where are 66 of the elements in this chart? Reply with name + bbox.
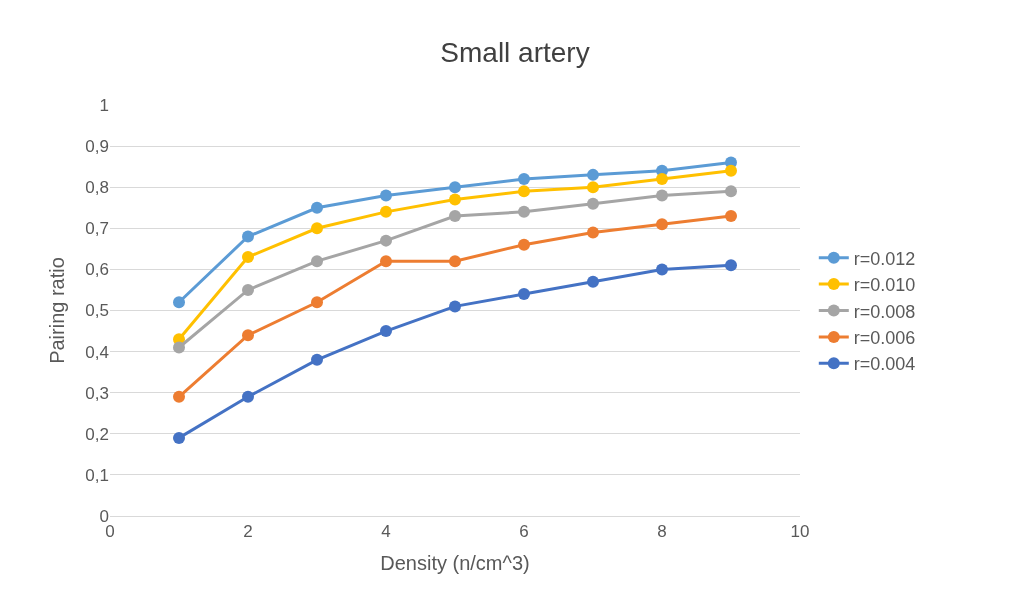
point (173, 390, 185, 403)
point (656, 172, 668, 185)
point (449, 300, 461, 313)
point (242, 329, 254, 342)
point (518, 172, 530, 185)
point (725, 164, 737, 177)
x-tick-label: 8 (657, 522, 667, 542)
point (518, 185, 530, 198)
legend-label: r=0.004 (853, 354, 916, 375)
point (449, 181, 461, 194)
y-tick-label: 0,4 (85, 342, 109, 362)
y-tick-label: 0,5 (85, 301, 109, 321)
point (242, 390, 254, 403)
x-tick-label: 6 (519, 522, 529, 542)
y-tick-label: 0,6 (85, 260, 109, 280)
point (587, 181, 599, 194)
point (656, 218, 668, 231)
point (242, 283, 254, 296)
point (656, 189, 668, 202)
legend-label: r=0.010 (853, 275, 916, 296)
point (587, 275, 599, 288)
point (518, 288, 530, 301)
point (242, 251, 254, 264)
y-tick-label: 0,8 (85, 178, 109, 198)
point (311, 222, 323, 235)
x-tick-label: 10 (790, 522, 810, 542)
y-tick-label: 1 (99, 95, 109, 115)
point (380, 255, 392, 268)
point (518, 238, 530, 251)
point (725, 259, 737, 272)
point (173, 431, 185, 444)
point (725, 209, 737, 222)
legend-label: r=0.006 (853, 327, 916, 348)
point (587, 197, 599, 210)
y-tick-label: 0,2 (85, 424, 109, 444)
x-tick-label: 4 (381, 522, 391, 542)
chart-title: Small artery (440, 37, 590, 69)
point (311, 296, 323, 309)
point (311, 353, 323, 366)
point (587, 226, 599, 239)
y-tick-label: 0,3 (85, 383, 109, 403)
legend-label: r=0.012 (853, 248, 916, 269)
point (725, 185, 737, 198)
point (518, 205, 530, 218)
point (449, 209, 461, 222)
point (173, 296, 185, 309)
y-tick-label: 0 (99, 506, 109, 526)
point (242, 230, 254, 243)
point (380, 234, 392, 247)
y-tick-label: 0,1 (85, 465, 109, 485)
point (449, 255, 461, 268)
y-axis-title: Pairing ratio (45, 257, 68, 364)
y-tick-label: 0,7 (85, 219, 109, 239)
point (656, 263, 668, 276)
point (449, 193, 461, 206)
point (380, 189, 392, 202)
point (311, 255, 323, 268)
point (380, 325, 392, 338)
x-axis-title: Density (n/cm^3) (380, 551, 530, 574)
y-tick-label: 0,9 (85, 137, 109, 157)
point (173, 341, 185, 354)
legend-label: r=0.008 (853, 301, 916, 322)
x-tick-label: 2 (243, 522, 253, 542)
point (380, 205, 392, 218)
point (311, 201, 323, 214)
point (587, 168, 599, 181)
